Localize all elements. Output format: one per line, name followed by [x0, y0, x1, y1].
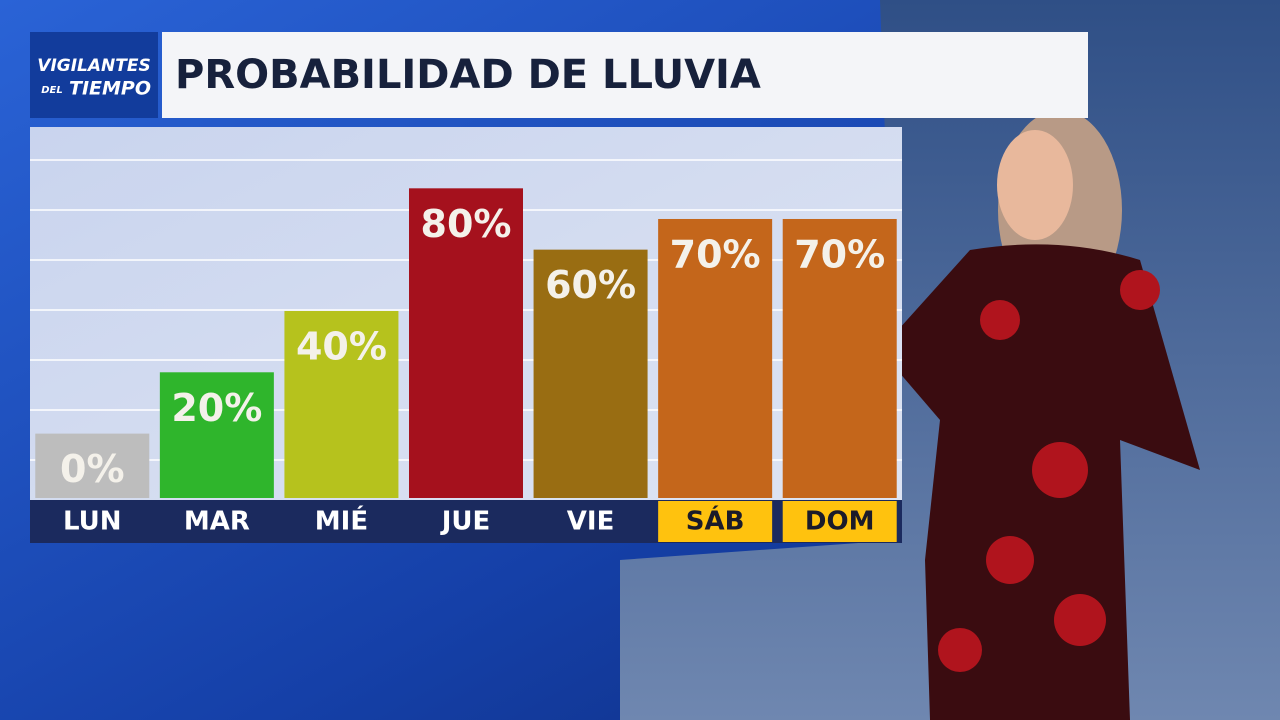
chart-title: PROBABILIDAD DE LLUVIA [175, 52, 761, 98]
x-tick-label: VIE [567, 507, 615, 537]
bar [533, 249, 648, 498]
bar [658, 218, 773, 499]
bar [782, 218, 897, 499]
bar [284, 310, 399, 498]
category-highlight [658, 501, 773, 542]
value-label: 40% [296, 324, 387, 368]
x-tick-label: MIÉ [315, 505, 368, 537]
logo-box [30, 32, 158, 118]
logo-line: TIEMPO [69, 78, 151, 100]
value-label: 70% [794, 232, 885, 276]
title-box [162, 32, 1088, 118]
category-highlight [782, 501, 897, 542]
x-tick-label: SÁB [686, 505, 745, 537]
value-label: 20% [171, 386, 262, 430]
x-tick-label: DOM [805, 507, 875, 537]
bar [159, 372, 274, 498]
value-label: 60% [545, 263, 636, 307]
presenter [760, 110, 1200, 720]
logo-small: DEL [41, 85, 63, 96]
x-tick-label: LUN [63, 507, 122, 537]
value-label: 70% [670, 232, 761, 276]
x-tick-label: MAR [184, 507, 250, 537]
logo-line: VIGILANTES [37, 56, 150, 76]
bar [409, 188, 523, 498]
value-label: 0% [60, 447, 125, 491]
x-tick-label: JUE [440, 507, 491, 537]
value-label: 80% [421, 202, 512, 246]
bar [35, 433, 150, 498]
